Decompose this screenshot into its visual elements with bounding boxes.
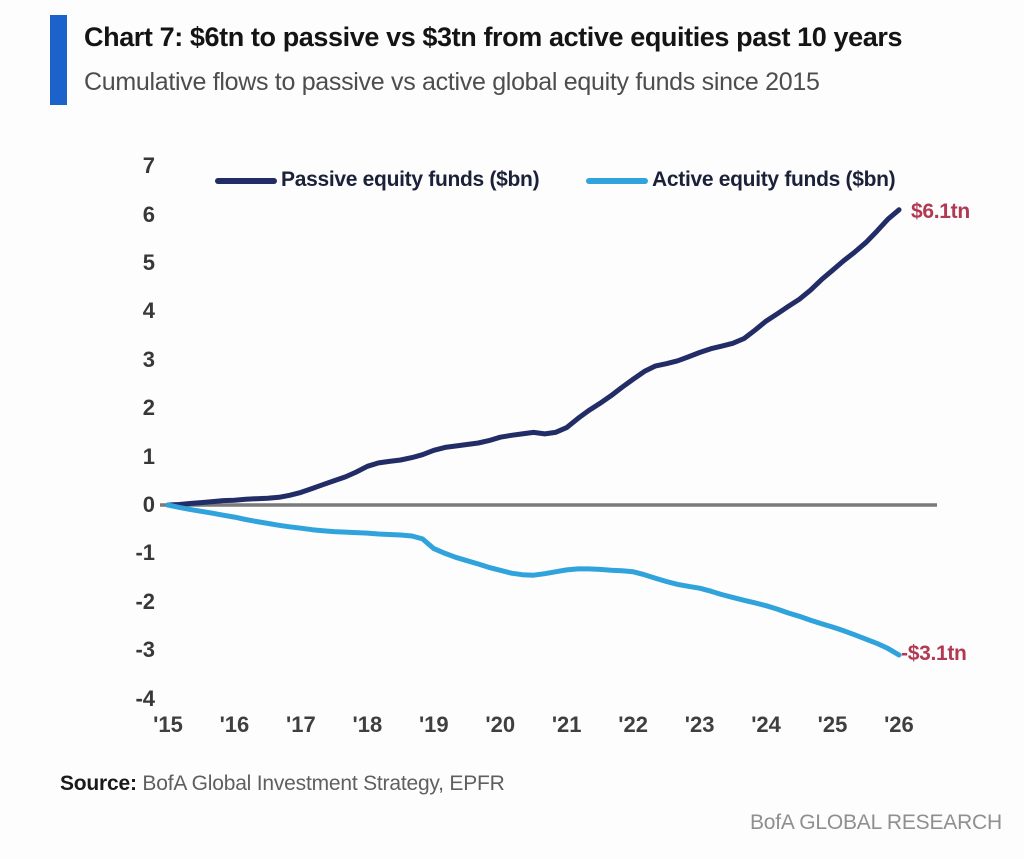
x-axis-tick-label: '23 (684, 712, 715, 737)
active-series-swatch (586, 178, 648, 184)
y-axis-tick-label: -2 (135, 588, 155, 614)
active-legend-label: Active equity funds ($bn) (652, 168, 896, 191)
passive-series-line (165, 207, 902, 508)
source-text: BofA Global Investment Strategy, EPFR (136, 772, 505, 795)
x-axis-tick-label: '19 (418, 712, 449, 737)
x-axis-tick-label: '22 (618, 712, 648, 737)
passive-legend-label: Passive equity funds ($bn) (281, 168, 540, 191)
x-axis-tick-label: '15 (153, 712, 183, 737)
x-axis-tick-label: '16 (219, 712, 250, 737)
x-axis-tick-label: '21 (551, 712, 582, 737)
y-axis-tick-label: 3 (142, 346, 155, 372)
y-axis-tick-label: 4 (142, 298, 155, 324)
chart-title: Chart 7: $6tn to passive vs $3tn from ac… (84, 22, 903, 52)
x-axis-tick-label: '26 (884, 712, 914, 737)
active-series-line (165, 502, 902, 658)
y-axis-tick-label: 1 (142, 443, 155, 469)
title-accent-bar (50, 15, 67, 105)
y-axis-tick-label: -1 (135, 540, 155, 566)
y-axis-tick-label: 7 (142, 153, 155, 179)
x-axis-tick-label: '17 (286, 712, 316, 737)
y-axis-tick-label: 0 (142, 492, 155, 517)
source-line: Source: BofA Global Investment Strategy,… (60, 772, 505, 796)
passive-end-value-label: $6.1tn (911, 200, 970, 223)
y-axis-tick-label: -4 (135, 685, 155, 711)
y-axis-tick-label: 6 (142, 201, 155, 227)
passive-series-swatch (215, 178, 277, 184)
x-axis-tick-label: '24 (751, 712, 781, 737)
x-axis-tick-label: '25 (817, 712, 848, 737)
chart-subtitle: Cumulative flows to passive vs active gl… (84, 68, 820, 96)
x-axis-tick-label: '18 (352, 712, 383, 737)
y-axis-tick-label: -3 (135, 637, 155, 663)
active-end-value-label: -$3.1tn (901, 642, 967, 665)
y-axis-tick-label: 5 (142, 250, 155, 275)
y-axis-tick-label: 2 (142, 395, 155, 421)
source-label: Source: (60, 772, 137, 795)
x-axis-tick-label: '20 (485, 712, 516, 737)
branding-text: BofA GLOBAL RESEARCH (750, 811, 1002, 834)
